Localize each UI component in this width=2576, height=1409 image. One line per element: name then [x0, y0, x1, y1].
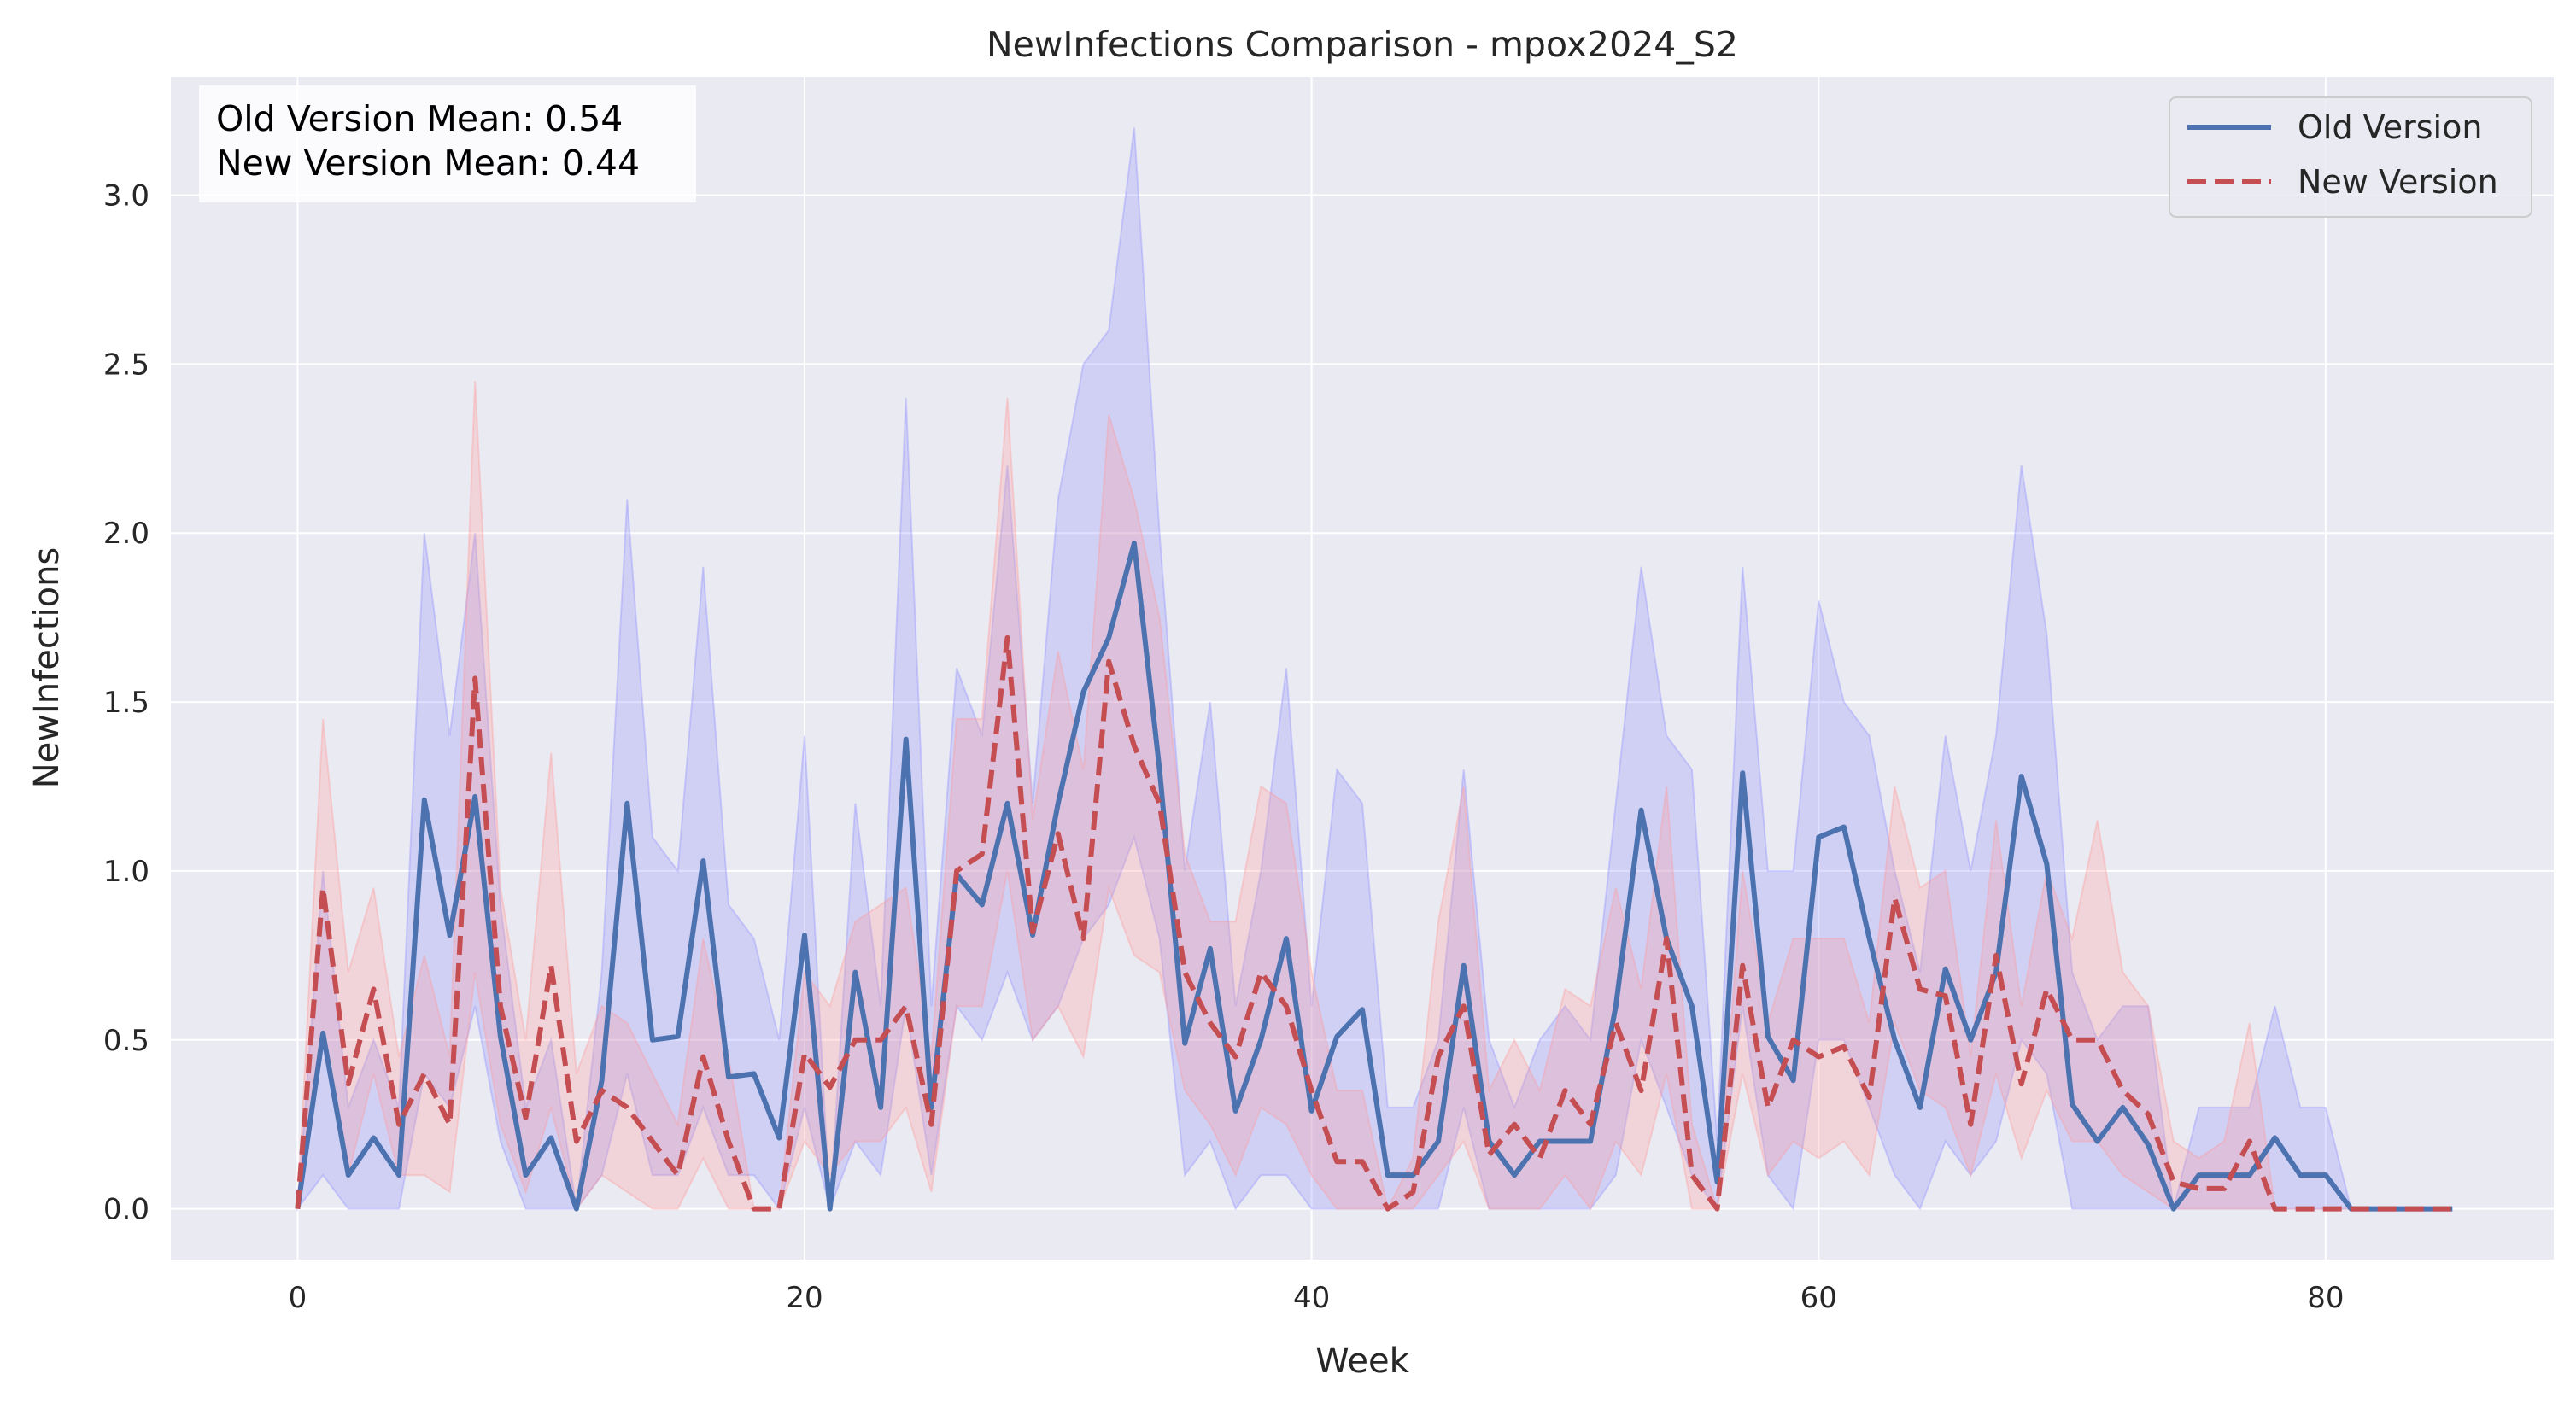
x-tick-label: 40 [1293, 1281, 1330, 1315]
x-axis-ticks: 0 20 40 60 80 [289, 1281, 2345, 1315]
y-tick-label: 2.0 [103, 517, 149, 551]
chart-title: NewInfections Comparison - mpox2024_S2 [986, 24, 1738, 65]
x-tick-label: 60 [1800, 1281, 1837, 1315]
legend-label-old-version: Old Version [2298, 108, 2482, 146]
x-axis-label: Week [1315, 1342, 1409, 1381]
series-line-new-version [295, 634, 2453, 1212]
y-tick-label: 1.5 [103, 686, 149, 720]
y-axis-ticks: 0.0 0.5 1.0 1.5 2.0 2.5 3.0 [103, 179, 149, 1227]
series-line-old-version [295, 541, 2453, 1212]
y-tick-label: 0.0 [103, 1193, 149, 1227]
stats-old-mean: Old Version Mean: 0.54 [216, 98, 623, 139]
y-tick-label: 3.0 [103, 179, 149, 213]
y-tick-label: 1.0 [103, 855, 149, 889]
x-tick-label: 80 [2307, 1281, 2344, 1315]
plot-area [171, 77, 2554, 1260]
legend: Old Version New Version [2169, 96, 2532, 218]
stats-box: Old Version Mean: 0.54 New Version Mean:… [199, 85, 696, 202]
legend-label-new-version: New Version [2298, 163, 2498, 201]
x-tick-label: 0 [289, 1281, 307, 1315]
y-tick-label: 0.5 [103, 1024, 149, 1058]
series-lines [295, 541, 2453, 1212]
stats-new-mean: New Version Mean: 0.44 [216, 143, 640, 184]
x-tick-label: 20 [786, 1281, 823, 1315]
stats-box-background [199, 85, 696, 202]
y-tick-label: 2.5 [103, 348, 149, 382]
y-axis-label: NewInfections [27, 547, 67, 789]
gridlines [171, 77, 2554, 1260]
band-new-version [296, 381, 2453, 1212]
